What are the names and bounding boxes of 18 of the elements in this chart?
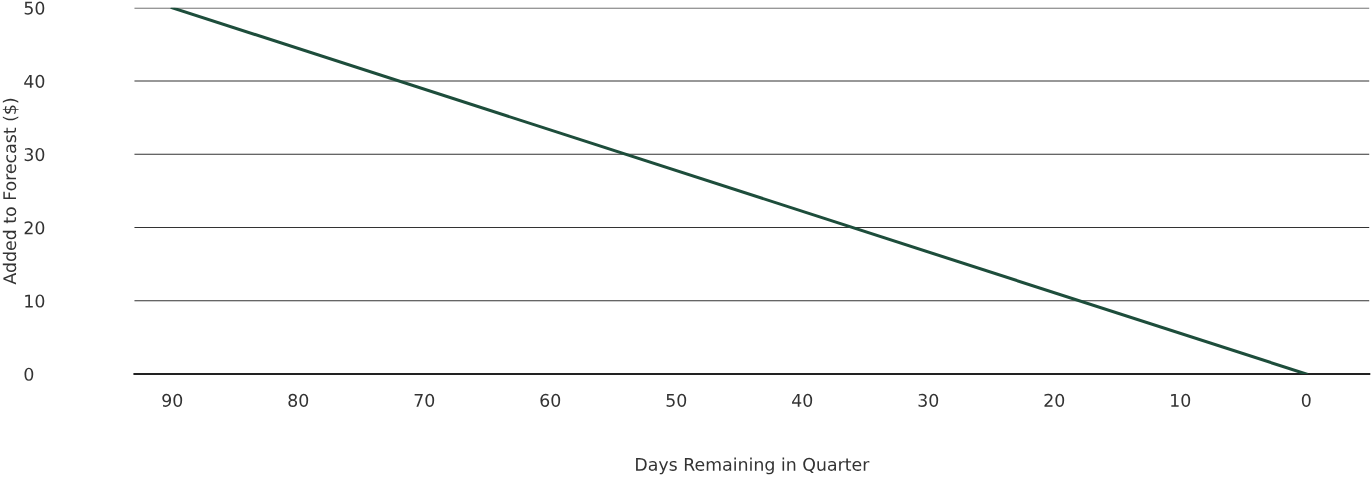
y-tick-label: 0	[24, 367, 34, 381]
x-tick-label: 0	[1301, 393, 1311, 407]
y-tick-label: 30	[24, 148, 45, 162]
x-tick-label: 90	[162, 393, 183, 407]
y-tick-label: 50	[24, 1, 45, 15]
x-tick-label: 60	[540, 393, 561, 407]
x-tick-label: 40	[792, 393, 813, 407]
x-tick-label: 30	[918, 393, 939, 407]
y-tick-label: 10	[25, 294, 45, 308]
y-tick-label: 40	[24, 74, 45, 88]
x-tick-label: 70	[414, 393, 435, 407]
y-tick-label: 20	[24, 221, 45, 235]
x-tick-label: 10	[1171, 393, 1191, 407]
y-axis-title: Added to Forecast ($)	[2, 98, 19, 285]
x-tick-label: 20	[1044, 393, 1065, 407]
x-tick-label: 80	[288, 393, 309, 407]
x-tick-label: 50	[666, 393, 687, 407]
x-axis-title: Days Remaining in Quarter	[636, 457, 870, 475]
